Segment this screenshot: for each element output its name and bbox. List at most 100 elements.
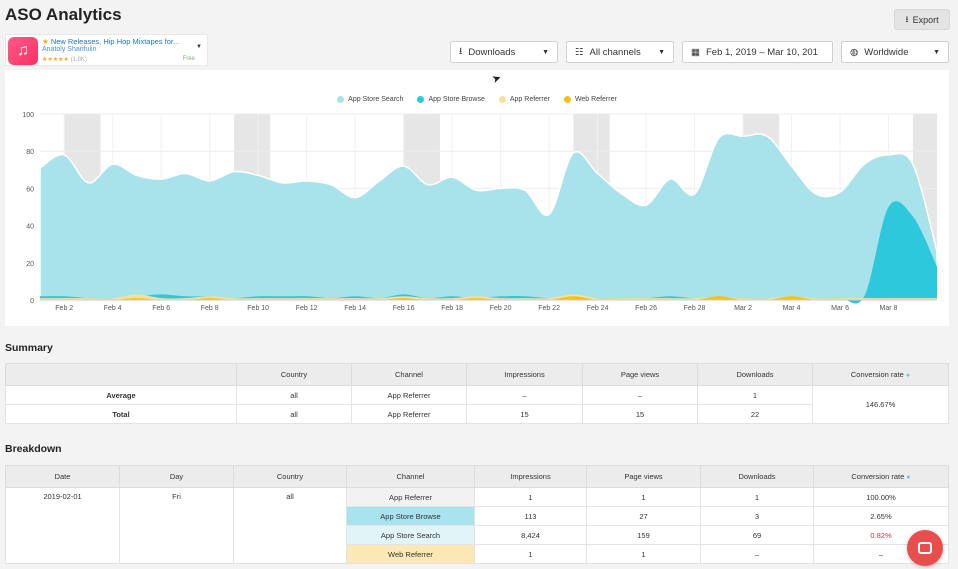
table-row: 2019-02-01 Fri all App Referrer 1 1 1 10…: [5, 487, 949, 564]
export-label: Export: [912, 14, 939, 25]
y-tick-label: 100: [22, 112, 34, 119]
y-tick-label: 60: [26, 186, 34, 193]
legend-label: App Store Search: [348, 96, 404, 103]
cell-channel: App Store Search: [346, 525, 475, 545]
metric-dropdown[interactable]: ⭳ Downloads ▼: [450, 41, 558, 63]
legend-item-web[interactable]: Web Referrer: [563, 96, 617, 103]
table-row: Web Referrer 1 1 – –: [6, 544, 949, 564]
cell-downloads: 3: [700, 506, 814, 526]
series-area-app-store-search: [39, 132, 938, 301]
breakdown-table: Date Day Country Channel Impressions Pag…: [5, 465, 949, 564]
channels-dropdown[interactable]: ☷ All channels ▼: [566, 41, 674, 63]
chevron-down-icon: ▼: [933, 48, 940, 56]
x-tick-label: Mar 8: [880, 305, 898, 312]
country-value: Worldwide: [864, 46, 909, 58]
chevron-down-icon: ▼: [542, 48, 549, 56]
app-selector[interactable]: ♫ ★ New Releases, Hip Hop Mixtapes for..…: [5, 34, 208, 66]
column-header: Day: [119, 465, 234, 488]
cell-day: Fri: [119, 487, 234, 564]
legend-item-search[interactable]: App Store Search: [337, 96, 403, 103]
x-tick-label: Feb 4: [104, 305, 122, 312]
cell-downloads: –: [700, 544, 814, 564]
summary-title: Summary: [5, 342, 53, 354]
cell-channel: Web Referrer: [346, 544, 475, 564]
x-tick-label: Feb 24: [587, 305, 609, 312]
download-icon: ⭳: [905, 13, 909, 24]
chart-legend: App Store Search App Store Browse App Re…: [5, 96, 949, 103]
cell-page-views: 1: [586, 544, 701, 564]
cell-channel: App Referrer: [351, 385, 467, 405]
cell-impressions: 15: [466, 404, 583, 424]
cell-impressions: –: [466, 385, 583, 405]
cell-country: all: [236, 385, 352, 405]
chevron-down-icon: ▼: [196, 44, 202, 50]
x-tick-label: Feb 2: [55, 305, 73, 312]
downloads-chart: 0 20 40 60 80 100 Feb 2 Feb 4 Feb 6 Feb 8 Feb 10 Fe…: [5, 70, 949, 326]
legend-item-browse[interactable]: App Store Browse: [417, 96, 485, 103]
table-header-row: Date Day Country Channel Impressions Pag…: [5, 465, 949, 488]
x-tick-label: Feb 20: [490, 305, 512, 312]
app-name: ★ New Releases, Hip Hop Mixtapes for...: [42, 37, 180, 46]
x-tick-label: Feb 18: [441, 305, 463, 312]
info-icon[interactable]: ●: [905, 372, 911, 379]
info-icon[interactable]: ●: [906, 474, 911, 481]
cell-impressions: 8,424: [474, 525, 587, 545]
metric-value: Downloads: [468, 46, 516, 58]
area-chart-svg: 0 20 40 60 80 100 Feb 2 Feb 4 Feb 6 Feb 8 Feb 10 Fe…: [22, 112, 938, 312]
x-tick-label: Feb 14: [344, 305, 366, 312]
column-header: Date: [5, 465, 120, 488]
cell-channel: App Referrer: [346, 487, 475, 507]
x-tick-label: Feb 12: [296, 305, 318, 312]
music-note-icon: ♫: [8, 37, 38, 65]
chat-icon: [918, 542, 932, 554]
chevron-down-icon: ▼: [658, 48, 665, 56]
cell-conversion: 100.00%: [813, 487, 949, 507]
cell-country: all: [236, 404, 352, 424]
page-title: ASO Analytics: [5, 5, 122, 24]
app-price: Free: [182, 56, 195, 62]
summary-table: Country Channel Impressions Page views D…: [5, 363, 949, 424]
column-header: Channel: [346, 465, 475, 488]
column-header: Country: [236, 363, 352, 386]
x-tick-label: Feb 16: [393, 305, 415, 312]
cell-page-views: 15: [582, 404, 698, 424]
cell-date: 2019-02-01: [5, 487, 120, 564]
breakdown-title: Breakdown: [5, 443, 62, 455]
y-tick-label: 40: [26, 224, 34, 231]
legend-label: App Store Browse: [428, 96, 485, 103]
chat-button[interactable]: [907, 530, 943, 566]
export-button[interactable]: ⭳ Export: [894, 9, 950, 30]
column-header: Page views: [582, 363, 698, 386]
column-header: Downloads: [697, 363, 813, 386]
date-range-picker[interactable]: ▦ Feb 1, 2019 – Mar 10, 201: [682, 41, 833, 63]
cell-impressions: 113: [474, 506, 587, 526]
legend-dot: [337, 96, 345, 103]
cell-channel: App Store Browse: [346, 506, 475, 526]
column-header: Country: [233, 465, 347, 488]
row-label: Total: [5, 404, 237, 424]
cell-downloads: 22: [697, 404, 813, 424]
country-dropdown[interactable]: ◍ Worldwide ▼: [841, 41, 949, 63]
cell-country: all: [233, 487, 347, 564]
column-header: Page views: [586, 465, 701, 488]
x-tick-label: Feb 26: [635, 305, 657, 312]
x-tick-label: Mar 4: [783, 305, 801, 312]
legend-label: App Referrer: [509, 96, 550, 103]
cell-page-views: 159: [586, 525, 701, 545]
legend-item-referrer[interactable]: App Referrer: [498, 96, 550, 103]
y-tick-label: 80: [26, 149, 34, 156]
app-author: Anatoly Sharifulin: [42, 46, 97, 53]
cell-downloads: 1: [700, 487, 814, 507]
date-range-value: Feb 1, 2019 – Mar 10, 201: [705, 46, 818, 58]
column-header: Impressions: [474, 465, 587, 488]
calendar-icon: ▦: [691, 46, 700, 58]
app-rating: ★★★★★ (1.8K): [42, 57, 87, 63]
cell-channel: App Referrer: [351, 404, 467, 424]
channels-value: All channels: [589, 46, 641, 58]
column-header: Conversion rate ●: [812, 363, 949, 386]
column-header: Downloads: [700, 465, 814, 488]
table-row: Total all App Referrer 15 15 22: [5, 404, 949, 424]
y-tick-label: 20: [26, 261, 34, 268]
cell-page-views: 1: [586, 487, 701, 507]
download-icon: ⭳: [459, 46, 463, 57]
